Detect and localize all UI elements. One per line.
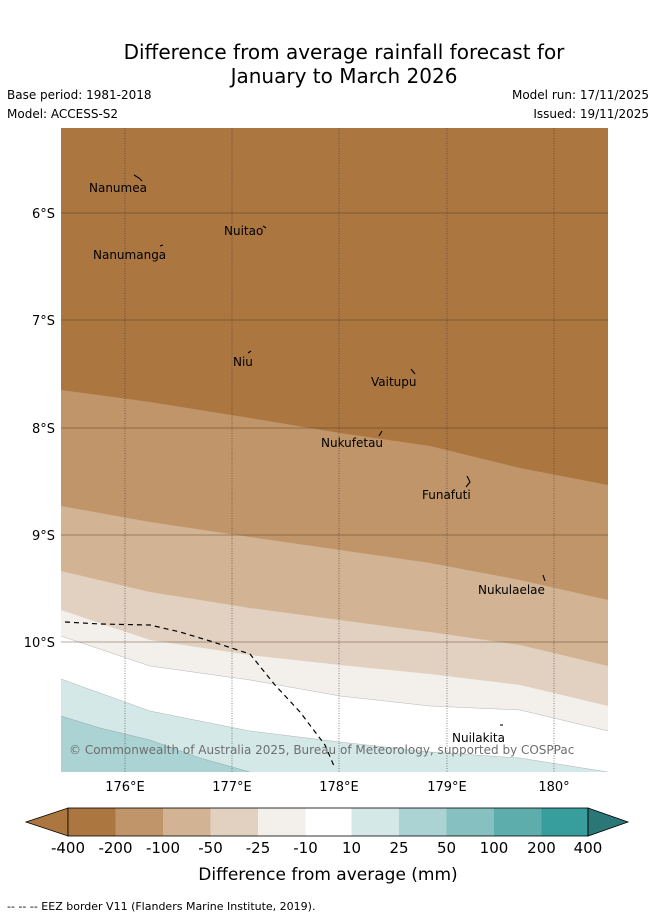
island-shape-funafuti (465, 475, 471, 488)
colorbar-tick: -10 (293, 839, 318, 857)
island-label-vaitupu: Vaitupu (371, 375, 417, 389)
colorbar-segment-7 (351, 808, 399, 836)
title-line-2: January to March 2026 (230, 64, 458, 88)
contour-lines (61, 635, 608, 772)
lon-tick-179e: 179°E (427, 780, 467, 795)
island-label-nuilakita: Nuilakita (452, 731, 505, 745)
model-name: Model: ACCESS-S2 (7, 107, 119, 121)
island-shape-nukulaelae (542, 574, 546, 582)
colorbar-segment-5 (258, 808, 306, 836)
colorbar-tick: 50 (437, 839, 456, 857)
colorbar-tick: 200 (527, 839, 556, 857)
chart-title: Difference from average rainfall forecas… (0, 40, 655, 88)
colorbar-segment-3 (163, 808, 211, 836)
island-shape-nukufetau (378, 430, 383, 437)
issued-date: Issued: 19/11/2025 (533, 107, 649, 121)
colorbar-tick: -400 (51, 839, 85, 857)
island-label-nanumanga: Nanumanga (93, 248, 166, 262)
colorbar-tick: -200 (98, 839, 132, 857)
colorbar-arrow-low (24, 807, 69, 837)
colorbar-tick: -25 (246, 839, 271, 857)
colorbar-tick: -50 (198, 839, 223, 857)
colorbar-segment-10 (494, 808, 542, 836)
lat-tick-7s: 7°S (32, 314, 55, 329)
colorbar-arrow-high (587, 807, 630, 837)
lon-tick-176e: 176°E (105, 780, 145, 795)
colorbar-tick: 25 (389, 839, 408, 857)
base-period: Base period: 1981-2018 (7, 88, 152, 102)
island-label-nukulaelae: Nukulaelae (478, 583, 545, 597)
island-label-funafuti: Funafuti (422, 488, 471, 502)
colorbar-tick: 400 (574, 839, 603, 857)
colorbar-segment-6 (305, 808, 352, 836)
latitude-axis: 6°S 7°S 8°S 9°S 10°S (24, 207, 55, 651)
island-shape-vaitupu (410, 368, 416, 375)
island-shape-nanumea (133, 174, 143, 182)
eez-legend-note: -- -- -- EEZ border V11 (Flanders Marine… (7, 900, 316, 913)
lat-tick-9s: 9°S (32, 529, 55, 544)
colorbar-segment-1 (68, 808, 116, 836)
region-p10 (61, 679, 608, 772)
island-shape-niu (247, 350, 252, 354)
colorbar-segment-9 (446, 808, 494, 836)
colorbar-segment-8 (399, 808, 447, 836)
lat-tick-10s: 10°S (24, 636, 55, 651)
colorbar-tick-labels: -400 -200 -100 -50 -25 -10 10 25 50 100 … (51, 839, 602, 857)
colorbar-segment-2 (115, 808, 163, 836)
lon-tick-178e: 178°E (319, 780, 359, 795)
lat-gridlines (61, 212, 608, 643)
island-shape-nanumanga (159, 244, 164, 247)
colorbar-tick: 10 (342, 839, 361, 857)
island-outlines (133, 174, 546, 726)
island-label-nanumea: Nanumea (89, 181, 147, 195)
island-shape-nuitao (262, 225, 267, 229)
colorbar: -400 -200 -100 -50 -25 -10 10 25 50 100 … (24, 807, 630, 885)
lon-tick-177e: 177°E (212, 780, 252, 795)
colorbar-segment-4 (210, 808, 258, 836)
colorbar-tick: -100 (146, 839, 180, 857)
colorbar-tick: 100 (480, 839, 509, 857)
lat-tick-8s: 8°S (32, 422, 55, 437)
model-run: Model run: 17/11/2025 (511, 88, 649, 102)
colorbar-title: Difference from average (mm) (198, 865, 457, 885)
lat-tick-6s: 6°S (32, 207, 55, 222)
island-label-niu: Niu (233, 355, 253, 369)
longitude-axis: 176°E 177°E 178°E 179°E 180° (105, 780, 569, 795)
island-label-nukufetau: Nukufetau (321, 436, 383, 450)
island-labels: Nanumea Nuitao Nanumanga Niu Vaitupu Nuk… (89, 181, 545, 745)
map-panel: Nanumea Nuitao Nanumanga Niu Vaitupu Nuk… (61, 128, 608, 772)
title-line-1: Difference from average rainfall forecas… (123, 40, 565, 64)
colorbar-frame (67, 807, 589, 837)
island-label-nuitao: Nuitao (224, 224, 263, 238)
colorbar-segment-11 (541, 808, 588, 836)
copyright-notice: © Commonwealth of Australia 2025, Bureau… (69, 743, 574, 757)
lon-tick-180: 180° (538, 780, 569, 795)
